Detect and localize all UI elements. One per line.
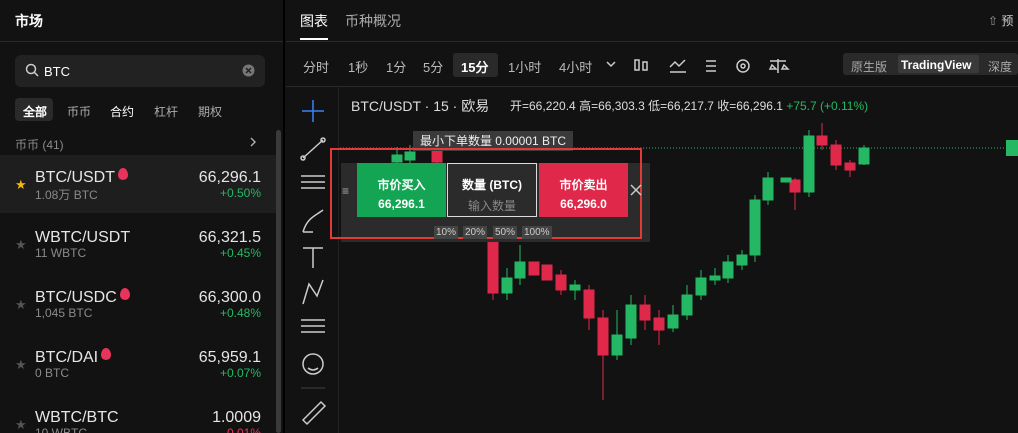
- search-icon: [25, 63, 39, 77]
- percent-chip[interactable]: 10%: [434, 226, 459, 239]
- market-tab[interactable]: 期权: [198, 105, 223, 119]
- drag-handle[interactable]: ≡: [342, 184, 350, 198]
- dropdown-icon[interactable]: [605, 60, 617, 70]
- star-icon[interactable]: ★: [15, 237, 27, 252]
- market-volume: 1,045 BTC: [35, 306, 93, 320]
- market-change: +0.45%: [219, 246, 261, 260]
- sell-label[interactable]: 市价卖出: [559, 178, 608, 192]
- market-volume: 1.08万 BTC: [35, 188, 98, 202]
- market-change: +0.07%: [219, 366, 261, 380]
- star-icon[interactable]: ★: [15, 357, 27, 372]
- divider: [286, 86, 1018, 87]
- hot-icon: [120, 288, 130, 300]
- market-price: 65,959.1: [198, 349, 261, 366]
- tooltip: 最小下单数量 0.00001 BTC: [413, 131, 573, 151]
- ohlc-high: 高=66,303.3: [579, 99, 645, 113]
- tab-underline: [300, 38, 328, 40]
- qty-placeholder[interactable]: 输入数量: [467, 199, 516, 213]
- close-icon[interactable]: [629, 183, 643, 197]
- view-option[interactable]: 深度: [988, 60, 1013, 74]
- row-highlight[interactable]: [0, 155, 276, 213]
- market-price: 66,300.0: [198, 289, 261, 306]
- timeframe[interactable]: 分时: [303, 60, 330, 75]
- buy-price[interactable]: 66,296.1: [378, 197, 425, 211]
- corner-text[interactable]: 预: [1001, 14, 1014, 28]
- percent-chip[interactable]: 50%: [493, 226, 518, 239]
- market-tab[interactable]: 全部: [23, 105, 48, 119]
- qty-label[interactable]: 数量 (BTC): [462, 178, 522, 192]
- market-name[interactable]: WBTC/USDT: [35, 229, 131, 246]
- price-label: [1006, 140, 1018, 156]
- clear-icon[interactable]: [242, 64, 255, 77]
- market-name[interactable]: WBTC/BTC: [35, 409, 119, 426]
- search-text[interactable]: BTC: [44, 64, 70, 79]
- sell-price[interactable]: 66,296.0: [560, 197, 607, 211]
- star-icon[interactable]: ★: [15, 297, 27, 312]
- market-tab[interactable]: 币币: [67, 105, 92, 119]
- tf-active-bg[interactable]: [453, 53, 498, 77]
- ohlc-close: 收=66,296.1: [717, 99, 783, 113]
- chart-tools: [634, 59, 790, 73]
- view-active-bg[interactable]: [898, 55, 979, 73]
- market-price: 66,321.5: [198, 229, 261, 246]
- hot-icon: [101, 348, 111, 360]
- divider: [0, 41, 283, 42]
- drawing-toolbar: [300, 100, 327, 426]
- market-tab[interactable]: 杠杆: [154, 105, 179, 119]
- timeframe[interactable]: 1分: [386, 60, 407, 75]
- market-volume: 10 WBTC: [35, 426, 88, 433]
- market-change: -0.01%: [222, 426, 261, 433]
- percent-chip[interactable]: 100%: [522, 226, 552, 239]
- scrollbar[interactable]: [276, 130, 281, 433]
- section-label: 币币 (41): [15, 138, 64, 152]
- divider: [286, 41, 1018, 42]
- divider: [338, 86, 339, 433]
- timeframe[interactable]: 5分: [423, 60, 444, 75]
- buy-label[interactable]: 市价买入: [377, 178, 426, 192]
- candles: [391, 123, 870, 400]
- corner-label[interactable]: ⇧ 预: [988, 14, 1014, 28]
- ohlc-open: 开=66,220.4: [510, 99, 576, 113]
- timeframe[interactable]: 15分: [461, 60, 489, 75]
- market-price: 66,296.1: [198, 169, 261, 186]
- ohlc: 开=66,220.4 高=66,303.3 低=66,217.7 收=66,29…: [510, 97, 868, 114]
- chart-tab[interactable]: 图表: [300, 13, 328, 29]
- star-icon[interactable]: ★: [15, 177, 27, 192]
- market-volume: 0 BTC: [35, 366, 70, 380]
- market-change: +0.48%: [219, 306, 261, 320]
- view-option[interactable]: 原生版: [851, 60, 888, 74]
- search-box[interactable]: [15, 55, 265, 87]
- ohlc-low: 低=66,217.7: [648, 99, 714, 113]
- market-name[interactable]: BTC/USDT: [35, 169, 115, 186]
- timeframe[interactable]: 1秒: [348, 60, 369, 75]
- star-icon[interactable]: ★: [15, 417, 27, 432]
- chart-tab[interactable]: 币种概况: [345, 13, 401, 29]
- market-volume: 11 WBTC: [35, 246, 87, 260]
- tab-active-bg[interactable]: [15, 98, 53, 121]
- view-option[interactable]: TradingView: [901, 58, 972, 72]
- market-change: +0.50%: [219, 186, 261, 200]
- chart-symbol: BTC/USDT · 15 · 欧易: [351, 98, 490, 114]
- market-name[interactable]: BTC/USDC: [35, 289, 117, 306]
- timeframe[interactable]: 1小时: [508, 60, 542, 75]
- candle-chart: [340, 123, 1018, 400]
- market-price: 1.0009: [212, 409, 261, 426]
- panel-title: 市场: [15, 13, 43, 29]
- divider: [283, 0, 285, 433]
- chevron[interactable]: [249, 137, 257, 147]
- qty-input[interactable]: 数量 (BTC) 输入数量: [447, 163, 537, 217]
- market-name[interactable]: BTC/DAI: [35, 349, 99, 366]
- timeframe[interactable]: 4小时: [559, 60, 593, 75]
- hot-icon: [118, 168, 128, 180]
- sell-button[interactable]: 市价卖出 66,296.0: [539, 163, 628, 217]
- percent-chip[interactable]: 20%: [463, 226, 488, 239]
- market-tab[interactable]: 合约: [110, 105, 135, 119]
- buy-button[interactable]: 市价买入 66,296.1: [357, 163, 446, 217]
- ohlc-change: +75.7 (+0.11%): [786, 99, 869, 113]
